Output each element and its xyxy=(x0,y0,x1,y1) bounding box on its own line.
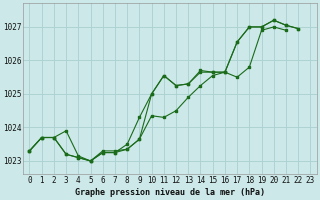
X-axis label: Graphe pression niveau de la mer (hPa): Graphe pression niveau de la mer (hPa) xyxy=(75,188,265,197)
